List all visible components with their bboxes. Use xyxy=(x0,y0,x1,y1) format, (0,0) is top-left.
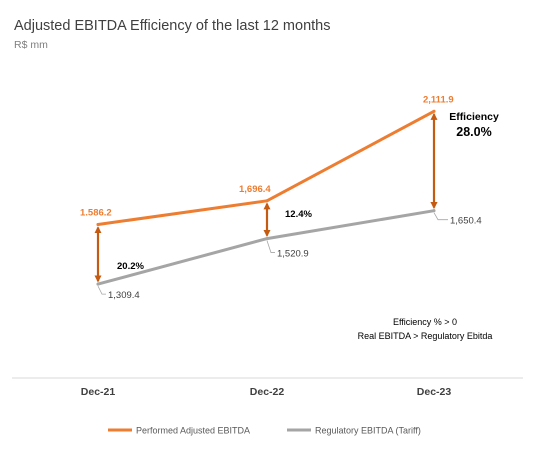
note-line: Real EBITDA > Regulatory Ebitda xyxy=(358,331,493,341)
data-point xyxy=(432,209,436,213)
note-line: Efficiency % > 0 xyxy=(393,317,457,327)
data-point xyxy=(96,223,100,227)
data-label: 1.586.2 xyxy=(80,208,112,219)
x-tick-label: Dec-23 xyxy=(417,386,452,398)
callout-leader xyxy=(266,240,275,253)
x-tick-label: Dec-21 xyxy=(81,386,116,398)
legend-label: Performed Adjusted EBITDA xyxy=(136,426,250,436)
chart-title: Adjusted EBITDA Efficiency of the last 1… xyxy=(14,18,331,34)
data-label: 2,111.9 xyxy=(423,94,454,105)
efficiency-label: 20.2% xyxy=(117,261,144,272)
data-label: 1,309.4 xyxy=(108,290,140,301)
data-point xyxy=(432,109,436,113)
data-label: 1,520.9 xyxy=(277,249,309,260)
callout-leader xyxy=(433,212,448,221)
data-point xyxy=(96,282,100,286)
data-label: 1,696.4 xyxy=(239,184,271,195)
data-point xyxy=(265,237,269,241)
chart-subtitle: R$ mm xyxy=(14,39,48,51)
data-label: 1,650.4 xyxy=(450,216,482,227)
callout-leader xyxy=(97,285,106,295)
efficiency-label: 12.4% xyxy=(285,209,312,220)
efficiency-label: 28.0% xyxy=(456,125,491,139)
efficiency-heading: Efficiency xyxy=(449,111,499,123)
data-point xyxy=(265,199,269,203)
legend-label: Regulatory EBITDA (Tariff) xyxy=(315,426,421,436)
x-tick-label: Dec-22 xyxy=(250,386,285,398)
